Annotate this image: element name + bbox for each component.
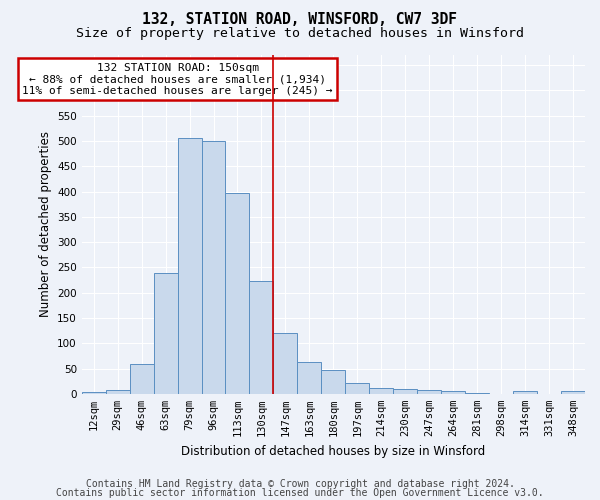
- Bar: [202, 141, 226, 394]
- Bar: [561, 391, 585, 394]
- Bar: [274, 333, 298, 394]
- Text: 132, STATION ROAD, WINSFORD, CW7 3DF: 132, STATION ROAD, WINSFORD, CW7 3DF: [143, 12, 458, 28]
- Bar: [226, 193, 250, 394]
- Bar: [154, 274, 178, 394]
- Bar: [346, 383, 369, 394]
- Bar: [106, 390, 130, 394]
- Text: Size of property relative to detached houses in Winsford: Size of property relative to detached ho…: [76, 28, 524, 40]
- Bar: [82, 392, 106, 394]
- Bar: [250, 280, 274, 394]
- Bar: [178, 138, 202, 394]
- Y-axis label: Number of detached properties: Number of detached properties: [38, 132, 52, 318]
- Bar: [417, 390, 441, 394]
- Text: 132 STATION ROAD: 150sqm
← 88% of detached houses are smaller (1,934)
11% of sem: 132 STATION ROAD: 150sqm ← 88% of detach…: [22, 62, 333, 96]
- Bar: [298, 362, 322, 394]
- Bar: [322, 370, 346, 394]
- Bar: [393, 390, 417, 394]
- Bar: [369, 388, 393, 394]
- Bar: [513, 392, 537, 394]
- Text: Contains public sector information licensed under the Open Government Licence v3: Contains public sector information licen…: [56, 488, 544, 498]
- Bar: [130, 364, 154, 394]
- Bar: [441, 392, 465, 394]
- Text: Contains HM Land Registry data © Crown copyright and database right 2024.: Contains HM Land Registry data © Crown c…: [86, 479, 514, 489]
- X-axis label: Distribution of detached houses by size in Winsford: Distribution of detached houses by size …: [181, 444, 485, 458]
